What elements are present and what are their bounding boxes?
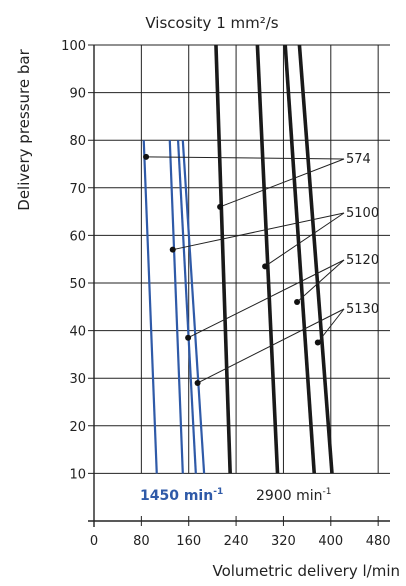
y-tick-label: 80 bbox=[69, 134, 86, 149]
callout-leader-line bbox=[146, 156, 345, 160]
y-tick-label: 40 bbox=[69, 325, 86, 340]
callout-dot bbox=[294, 299, 301, 306]
x-tick-label: 0 bbox=[90, 534, 98, 549]
series-2900-line-2 bbox=[255, 44, 280, 474]
y-axis-title: Delivery pressure bar bbox=[15, 48, 33, 210]
callout-layer bbox=[143, 153, 345, 386]
callout-dot bbox=[169, 246, 176, 253]
callout-leader-line bbox=[187, 259, 345, 339]
x-tick-label: 160 bbox=[176, 534, 201, 549]
x-tick-label: 320 bbox=[271, 534, 296, 549]
series-1450-line-3 bbox=[176, 140, 197, 474]
x-tick-label: 480 bbox=[366, 534, 391, 549]
callout-dot bbox=[185, 334, 192, 341]
y-tick-label: 70 bbox=[69, 182, 86, 197]
speed-label-text: 1450 min bbox=[140, 488, 213, 504]
series-2900-line-3 bbox=[283, 44, 317, 474]
y-tick-label: 30 bbox=[69, 372, 86, 387]
speed-label-text: 2900 min bbox=[256, 488, 322, 504]
speed-label-2900: 2900 min-1 bbox=[256, 487, 331, 504]
y-tick-label: 10 bbox=[69, 467, 86, 482]
series-layer bbox=[142, 44, 334, 474]
speed-label-superscript: -1 bbox=[213, 487, 223, 497]
callout-leader-line bbox=[317, 308, 345, 343]
series-1450-line-4 bbox=[181, 140, 206, 474]
text-layer: Viscosity 1 mm²/s Volumetric delivery l/… bbox=[15, 14, 400, 580]
callout-label-5120: 5120 bbox=[346, 253, 379, 268]
y-tick-label: 60 bbox=[69, 229, 86, 244]
y-tick-label: 20 bbox=[69, 420, 86, 435]
callout-leader-line bbox=[264, 212, 345, 267]
series-2900-line-1 bbox=[214, 44, 232, 474]
x-tick-label: 240 bbox=[224, 534, 249, 549]
callout-dot bbox=[194, 379, 201, 386]
series-1450-line-2 bbox=[168, 140, 184, 474]
callout-dot bbox=[314, 339, 321, 346]
x-axis-title: Volumetric delivery l/min bbox=[212, 562, 400, 580]
y-tick-label: 100 bbox=[61, 39, 86, 54]
axis-layer bbox=[88, 45, 390, 527]
callout-label-5130: 5130 bbox=[346, 302, 379, 317]
callout-dot bbox=[143, 153, 150, 160]
callout-label-5100: 5100 bbox=[346, 206, 379, 221]
callout-dot bbox=[262, 263, 269, 270]
callout-leader-line bbox=[219, 158, 345, 208]
callout-label-574: 574 bbox=[346, 152, 371, 167]
series-2900-line-4 bbox=[297, 44, 334, 474]
speed-label-1450: 1450 min-1 bbox=[140, 487, 223, 504]
callout-leader-line bbox=[197, 308, 345, 384]
callout-leader-line bbox=[172, 212, 345, 251]
x-tick-label: 80 bbox=[133, 534, 150, 549]
callout-dot bbox=[217, 203, 224, 210]
series-1450-line-1 bbox=[142, 140, 158, 474]
speed-label-superscript: -1 bbox=[322, 487, 331, 497]
callout-leader-line bbox=[296, 259, 345, 303]
chart-title: Viscosity 1 mm²/s bbox=[145, 14, 278, 32]
x-tick-label: 400 bbox=[318, 534, 343, 549]
y-tick-label: 90 bbox=[69, 87, 86, 102]
y-tick-label: 50 bbox=[69, 277, 86, 292]
grid-layer bbox=[88, 44, 390, 474]
